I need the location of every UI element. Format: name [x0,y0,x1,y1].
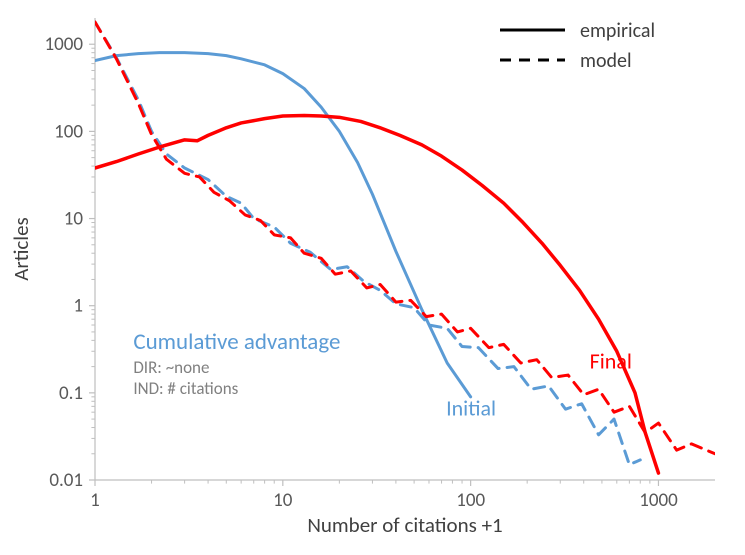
series-label: Initial [446,394,496,421]
x-tick-label: 100 [456,489,485,512]
legend-label: empirical [580,19,655,43]
legend-label: model [580,49,632,73]
y-tick-label: 100 [54,120,83,143]
annotation-line: IND: # citations [133,378,238,399]
series-label: Final [590,348,632,375]
chart-bg [0,0,745,555]
y-tick-label: 1000 [44,33,83,56]
chart-svg: 1 10 100 1000 0.01 0.1 1 10 100 1000 Number of cit… [0,0,745,555]
annotation-title: Cumulative advantage [133,328,340,356]
y-tick-label: 1 [73,295,83,318]
x-tick-label: 10 [273,489,293,512]
chart-container: 1 10 100 1000 0.01 0.1 1 10 100 1000 Number of cit… [0,0,745,555]
x-tick-label: 1000 [639,489,678,512]
y-axis-label: Articles [8,217,34,281]
y-tick-label: 10 [64,208,84,231]
x-axis-label: Number of citations +1 [307,512,502,538]
annotation-line: DIR: ~none [133,357,209,378]
x-tick-label: 1 [90,489,100,512]
y-tick-label: 0.01 [49,469,83,492]
y-tick-label: 0.1 [59,382,83,405]
